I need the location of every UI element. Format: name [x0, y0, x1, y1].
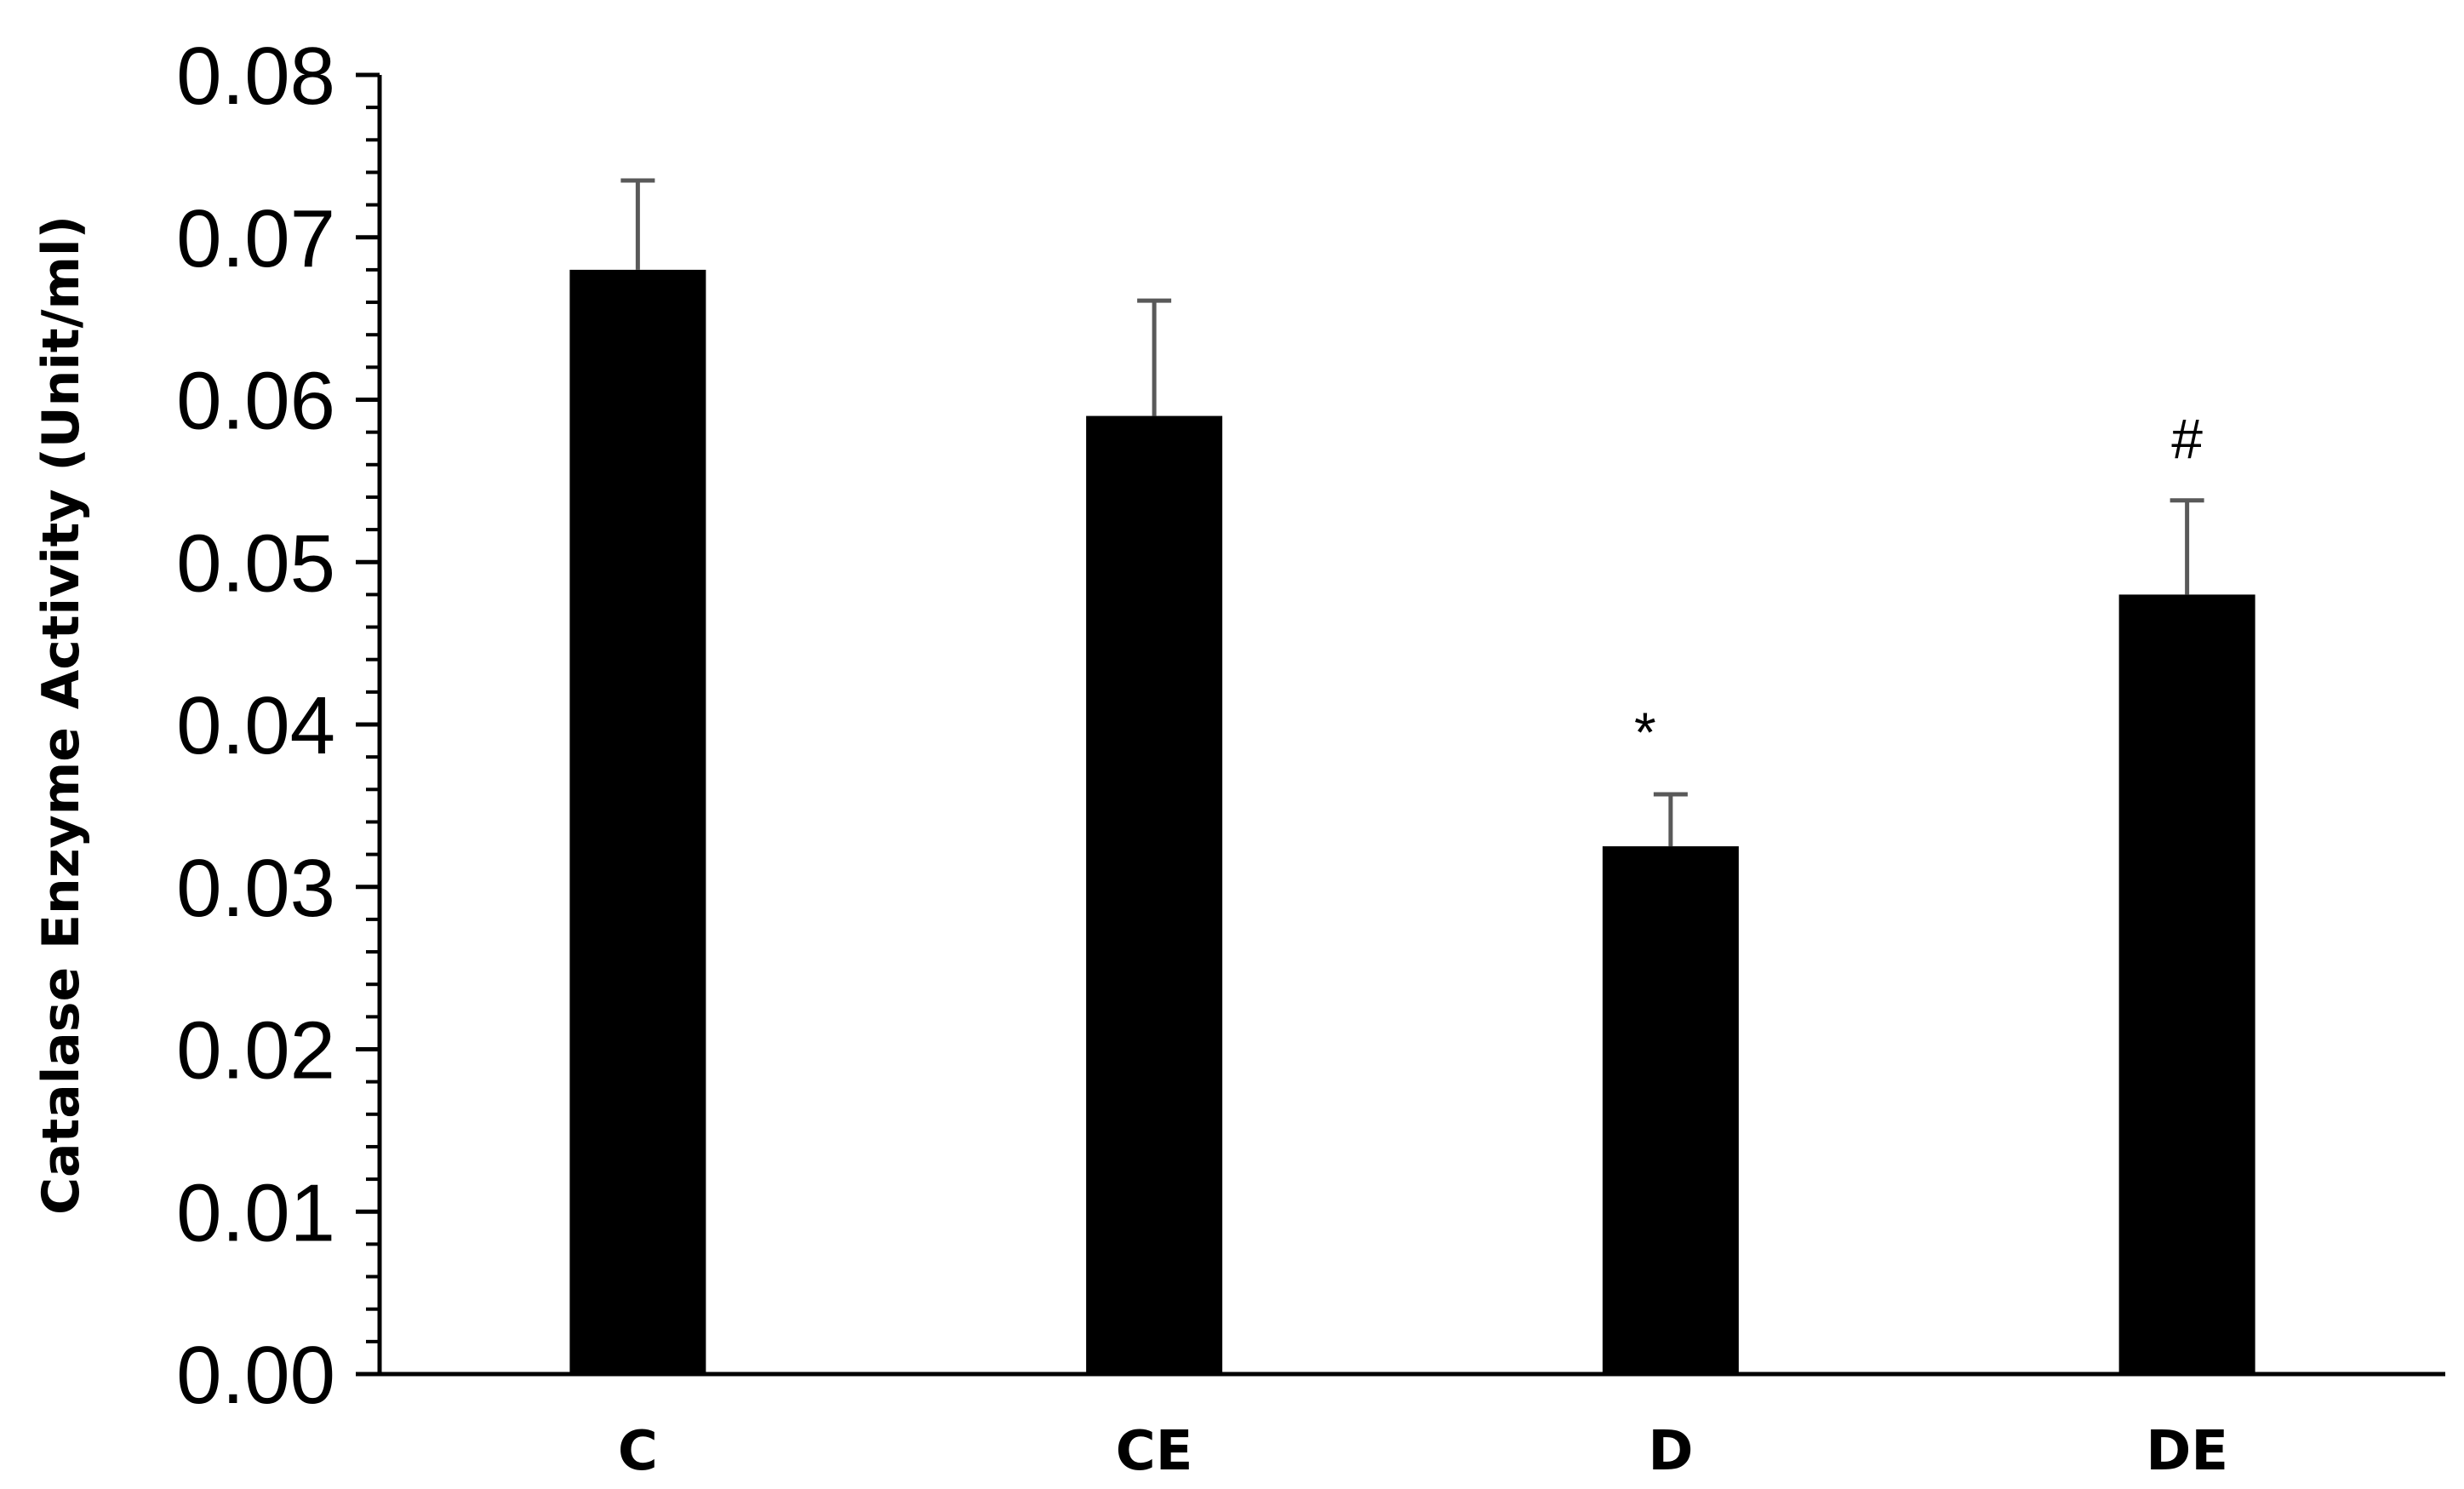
y-tick-label: 0.07 [176, 193, 335, 284]
x-tick-label: D [1648, 1420, 1693, 1483]
bar-de [2118, 594, 2255, 1374]
x-tick-label: CE [1116, 1420, 1193, 1483]
bar-d [1602, 846, 1739, 1374]
y-tick-label: 0.02 [176, 1005, 335, 1097]
x-tick-label: DE [2146, 1420, 2228, 1483]
bar-c [569, 269, 706, 1374]
y-tick-label: 0.04 [176, 680, 335, 771]
error-bars [620, 178, 2204, 847]
y-axis-ticks: 0.00 0.01 0.02 0.03 0.04 0.05 0.06 0.07 0.08 [176, 31, 380, 1421]
significance-marker: # [2171, 407, 2203, 470]
y-axis-label: Catalase Enzyme Activity (Unit/ml) [31, 215, 91, 1215]
y-tick-label: 0.03 [176, 843, 335, 934]
y-tick-label: 0.08 [176, 31, 335, 122]
x-tick-label: C [618, 1420, 658, 1483]
labels: C CE D * DE # [618, 407, 2228, 1483]
bars [569, 269, 2255, 1375]
y-tick-label: 0.06 [176, 356, 335, 447]
bar-ce [1086, 415, 1223, 1375]
y-tick-label: 0.00 [176, 1330, 335, 1421]
significance-marker: * [1634, 701, 1656, 764]
y-tick-label: 0.01 [176, 1167, 335, 1258]
y-tick-label: 0.05 [176, 518, 335, 609]
